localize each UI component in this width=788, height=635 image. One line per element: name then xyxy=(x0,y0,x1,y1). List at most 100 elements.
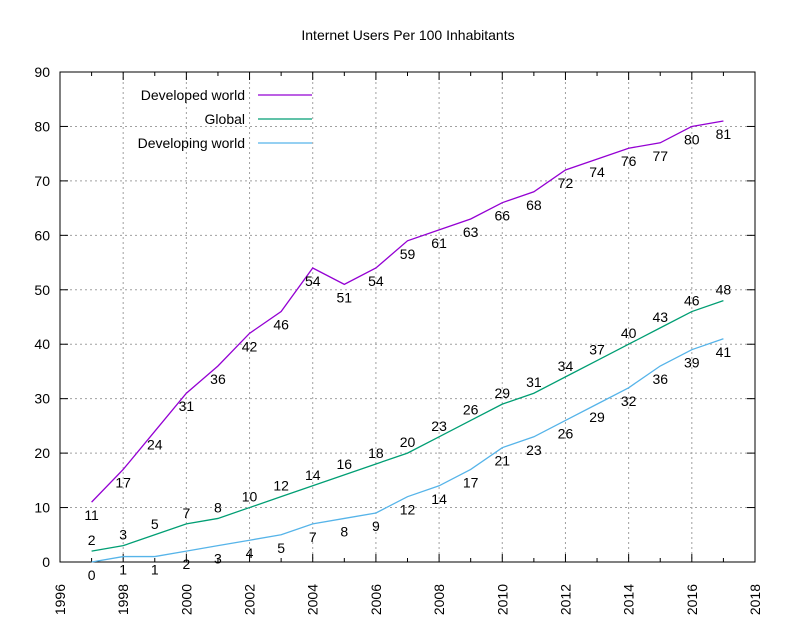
data-label-developed-world: 68 xyxy=(526,197,542,213)
data-label-developing-world: 21 xyxy=(494,453,510,469)
data-label-developing-world: 23 xyxy=(526,442,542,458)
data-label-global: 26 xyxy=(463,401,479,417)
series-line-developed-world xyxy=(91,120,724,503)
data-label-developed-world: 11 xyxy=(84,507,99,523)
data-label-global: 14 xyxy=(305,467,321,483)
data-label-developed-world: 42 xyxy=(242,338,258,354)
series-line-developing-world xyxy=(91,338,724,563)
y-tick-label: 0 xyxy=(42,554,50,570)
data-label-global: 48 xyxy=(716,282,732,298)
x-tick-label: 2016 xyxy=(684,584,700,615)
data-label-developing-world: 41 xyxy=(716,344,732,360)
data-label-developing-world: 8 xyxy=(340,523,348,539)
y-tick-label: 20 xyxy=(34,445,50,461)
x-tick-label: 2012 xyxy=(557,584,573,615)
x-tick-label: 2002 xyxy=(242,584,258,615)
data-label-global: 7 xyxy=(182,505,190,521)
data-label-developing-world: 36 xyxy=(652,371,668,387)
data-label-developing-world: 1 xyxy=(119,562,127,578)
data-label-developing-world: 39 xyxy=(684,355,700,371)
y-tick-label: 40 xyxy=(34,336,50,352)
data-label-developing-world: 4 xyxy=(246,545,254,561)
data-label-developed-world: 77 xyxy=(652,148,668,164)
data-label-developing-world: 3 xyxy=(214,551,222,567)
legend-label-developing-world: Developing world xyxy=(138,135,245,151)
y-tick-label: 70 xyxy=(34,173,50,189)
data-label-developed-world: 80 xyxy=(684,131,700,147)
data-label-developing-world: 1 xyxy=(151,562,159,578)
data-label-developed-world: 36 xyxy=(210,371,226,387)
data-label-developing-world: 9 xyxy=(372,518,380,534)
data-label-developing-world: 12 xyxy=(400,502,416,518)
y-tick-label: 30 xyxy=(34,391,50,407)
data-label-developed-world: 74 xyxy=(589,164,605,180)
series-lines xyxy=(91,120,724,563)
data-label-global: 40 xyxy=(621,325,637,341)
series-line-global xyxy=(91,300,724,552)
data-label-developing-world: 7 xyxy=(309,529,317,545)
data-label-global: 29 xyxy=(494,385,510,401)
data-label-global: 5 xyxy=(151,516,159,532)
data-label-global: 20 xyxy=(400,434,416,450)
data-label-global: 3 xyxy=(119,527,127,543)
data-label-global: 31 xyxy=(526,374,542,390)
data-label-developed-world: 81 xyxy=(716,126,732,142)
data-label-global: 46 xyxy=(684,293,700,309)
legend-label-developed-world: Developed world xyxy=(141,87,245,103)
data-label-developed-world: 31 xyxy=(179,398,195,414)
y-tick-label: 60 xyxy=(34,227,50,243)
x-tick-label: 2008 xyxy=(431,584,447,615)
x-tick-label: 2010 xyxy=(494,584,510,615)
data-label-global: 34 xyxy=(558,358,574,374)
x-tick-label: 2006 xyxy=(368,584,384,615)
data-label-developing-world: 26 xyxy=(558,425,574,441)
data-label-developed-world: 54 xyxy=(368,273,384,289)
data-label-developed-world: 54 xyxy=(305,273,321,289)
data-label-developing-world: 32 xyxy=(621,393,637,409)
data-label-developing-world: 29 xyxy=(589,409,605,425)
data-label-developing-world: 17 xyxy=(463,474,479,490)
data-label-developed-world: 51 xyxy=(337,289,353,305)
data-label-developed-world: 63 xyxy=(463,224,479,240)
data-label-global: 37 xyxy=(589,342,605,358)
data-label-global: 18 xyxy=(368,445,384,461)
y-tick-label: 90 xyxy=(34,64,50,80)
data-label-developed-world: 76 xyxy=(621,153,637,169)
plot-border xyxy=(59,71,756,563)
y-tick-label: 80 xyxy=(34,118,50,134)
x-tick-label: 1998 xyxy=(115,584,131,615)
data-label-global: 2 xyxy=(88,532,96,548)
legend: Developed world Global Developing world xyxy=(138,87,312,151)
data-label-developing-world: 2 xyxy=(182,556,190,572)
chart-title: Internet Users Per 100 Inhabitants xyxy=(301,27,514,43)
data-label-global: 23 xyxy=(431,418,447,434)
data-label-developing-world: 5 xyxy=(277,540,285,556)
x-tick-label: 2018 xyxy=(747,584,763,615)
legend-label-global: Global xyxy=(205,111,245,127)
data-label-global: 8 xyxy=(214,499,222,515)
data-label-global: 43 xyxy=(652,309,668,325)
data-label-developed-world: 72 xyxy=(558,175,574,191)
data-label-developing-world: 0 xyxy=(88,567,96,583)
data-label-developed-world: 46 xyxy=(273,317,289,333)
data-label-developed-world: 61 xyxy=(431,235,447,251)
x-tick-label: 2000 xyxy=(178,584,194,615)
grid xyxy=(60,72,755,562)
y-tick-label: 50 xyxy=(34,282,50,298)
x-tick-label: 1996 xyxy=(52,584,68,615)
data-label-developing-world: 14 xyxy=(431,491,447,507)
data-label-global: 16 xyxy=(337,456,353,472)
data-label-global: 10 xyxy=(242,489,258,505)
x-tick-label: 2014 xyxy=(621,584,637,615)
x-tick-label: 2004 xyxy=(305,584,321,615)
data-label-developed-world: 17 xyxy=(115,474,131,490)
data-label-developed-world: 59 xyxy=(400,246,416,262)
data-label-developed-world: 66 xyxy=(494,208,510,224)
y-tick-label: 10 xyxy=(34,500,50,516)
data-label-developed-world: 24 xyxy=(147,436,163,452)
data-label-global: 12 xyxy=(273,478,289,494)
